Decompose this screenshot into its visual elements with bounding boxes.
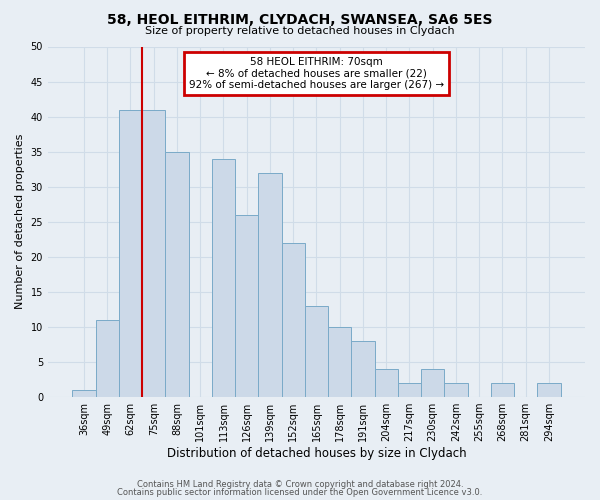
- Text: 58 HEOL EITHRIM: 70sqm
← 8% of detached houses are smaller (22)
92% of semi-deta: 58 HEOL EITHRIM: 70sqm ← 8% of detached …: [189, 57, 444, 90]
- Bar: [538, 383, 560, 397]
- Bar: [212, 158, 235, 397]
- Text: 58, HEOL EITHRIM, CLYDACH, SWANSEA, SA6 5ES: 58, HEOL EITHRIM, CLYDACH, SWANSEA, SA6 …: [107, 12, 493, 26]
- Bar: [142, 110, 166, 397]
- Bar: [445, 383, 467, 397]
- Bar: [166, 152, 188, 397]
- Bar: [398, 383, 421, 397]
- X-axis label: Distribution of detached houses by size in Clydach: Distribution of detached houses by size …: [167, 447, 466, 460]
- Bar: [328, 327, 352, 397]
- Text: Size of property relative to detached houses in Clydach: Size of property relative to detached ho…: [145, 26, 455, 36]
- Bar: [491, 383, 514, 397]
- Bar: [119, 110, 142, 397]
- Bar: [305, 306, 328, 397]
- Bar: [374, 369, 398, 397]
- Bar: [95, 320, 119, 397]
- Bar: [281, 243, 305, 397]
- Bar: [421, 369, 445, 397]
- Bar: [259, 172, 281, 397]
- Text: Contains HM Land Registry data © Crown copyright and database right 2024.: Contains HM Land Registry data © Crown c…: [137, 480, 463, 489]
- Text: Contains public sector information licensed under the Open Government Licence v3: Contains public sector information licen…: [118, 488, 482, 497]
- Bar: [352, 341, 374, 397]
- Y-axis label: Number of detached properties: Number of detached properties: [15, 134, 25, 310]
- Bar: [235, 215, 259, 397]
- Bar: [73, 390, 95, 397]
